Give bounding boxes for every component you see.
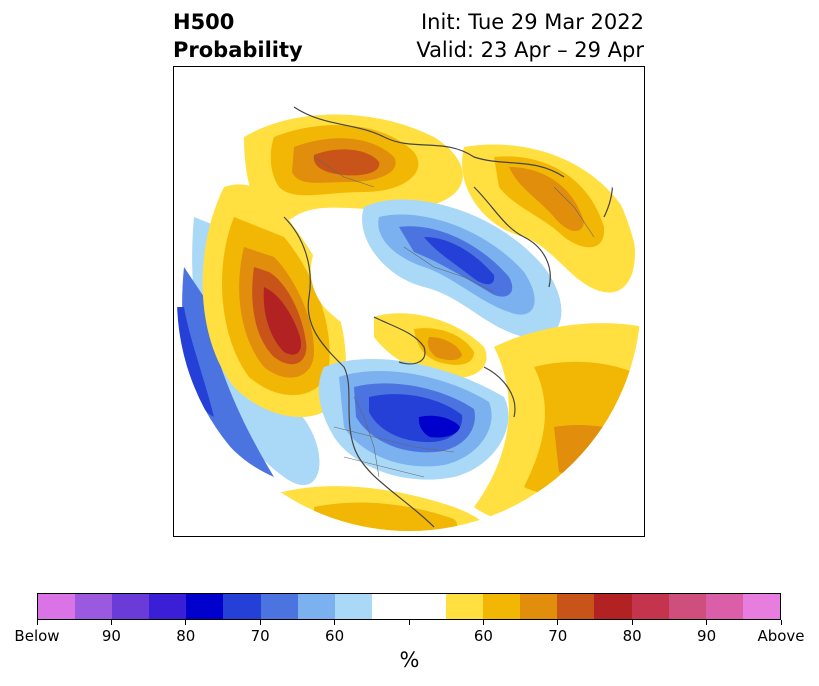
valid-range: Valid: 23 Apr – 29 Apr [416,38,644,62]
colorbar-segment [223,594,261,619]
colorbar-tick-mark [631,620,633,625]
chart-dates: Init: Tue 29 Mar 2022 Valid: 23 Apr – 29… [416,8,644,64]
colorbar-segment [408,594,447,619]
colorbar-tick-mark [780,620,782,625]
colorbar-ticks: Below 90 80 70 60 60 70 80 90 Above [14,620,805,645]
colorbar-tick-label: Below [14,627,60,645]
colorbar-segment [149,594,187,619]
colorbar-tick-label: 80 [622,627,642,645]
title-product: Probability [173,38,303,62]
colorbar-tick-mark [706,620,708,625]
colorbar-tick-label: 90 [697,627,717,645]
title-variable: H500 [173,10,235,34]
colorbar-segment [668,594,706,619]
coastlines [283,106,614,528]
colorbar-tick-label: 70 [250,627,270,645]
colorbar-segment [446,594,484,619]
map-panel [173,66,645,537]
chart-title: H500 Probability [173,8,303,64]
colorbar-segment [371,594,409,619]
colorbar-tick-label: 80 [176,627,196,645]
colorbar-segment [75,594,113,619]
colorbar-tick-label: 60 [473,627,493,645]
colorbar-tick-mark [482,620,484,625]
colorbar-tick-mark [408,620,410,625]
colorbar-segment [297,594,335,619]
political-borders [313,156,595,478]
colorbar-tick-mark [334,620,336,625]
colorbar-tick-label: 60 [325,627,345,645]
colorbar-units: % [399,648,420,672]
colorbar-segment [483,594,521,619]
colorbar-tick-label: Above [757,627,805,645]
colorbar-tick-label: 70 [548,627,568,645]
colorbar-tick-mark [110,620,112,625]
init-date: Init: Tue 29 Mar 2022 [420,10,644,34]
colorbar-tick-mark [557,620,559,625]
colorbar-segment [594,594,632,619]
colorbar-tick-label: 90 [101,627,121,645]
colorbar-segment [557,594,595,619]
probability-map [177,67,641,531]
colorbar-segment [520,594,558,619]
colorbar-segment [742,594,780,619]
colorbar-segment [112,594,150,619]
colorbar-segment [186,594,224,619]
colorbar-segment [334,594,372,619]
colorbar-segment [705,594,743,619]
colorbar-tick-mark [259,620,261,625]
colorbar-segment [38,594,76,619]
colorbar-tick-mark [36,620,38,625]
colorbar-segment [631,594,669,619]
colorbar-segment [260,594,298,619]
colorbar [37,593,781,620]
colorbar-tick-mark [185,620,187,625]
